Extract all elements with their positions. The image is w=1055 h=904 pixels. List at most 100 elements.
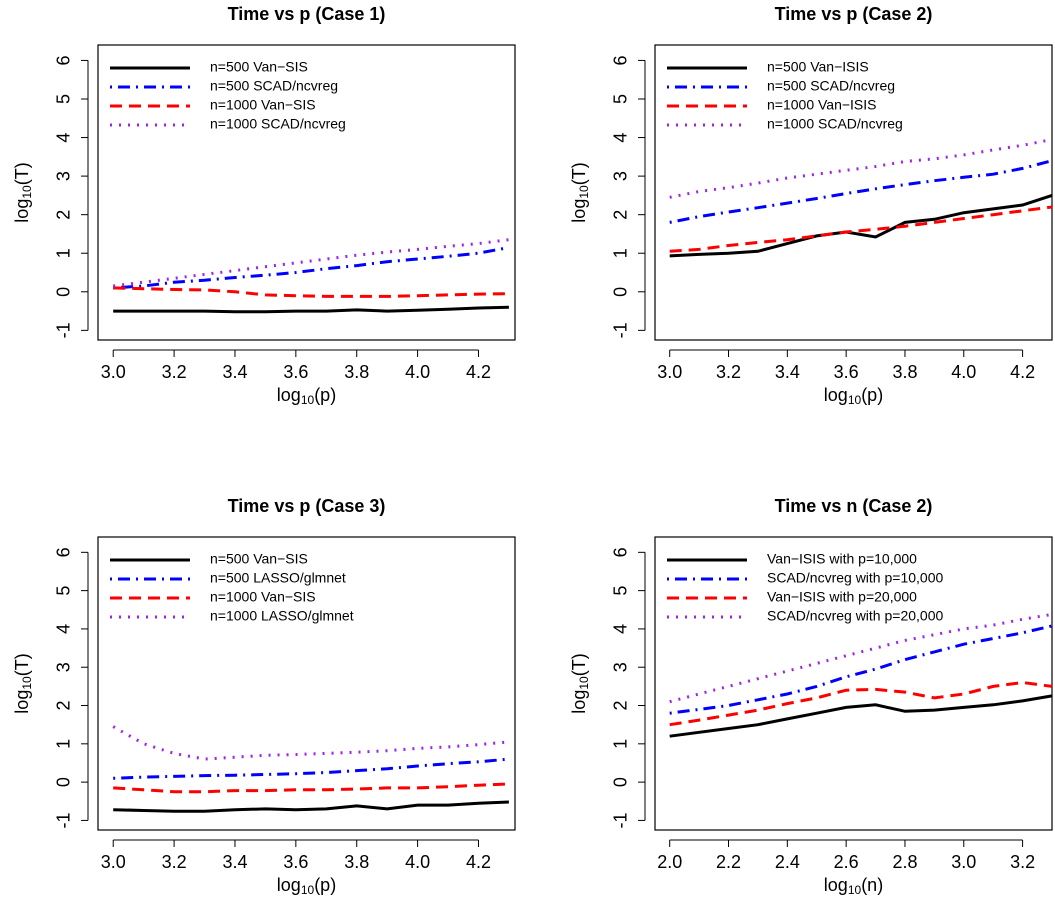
y-tick-label: 6: [54, 55, 74, 65]
x-tick-label: 2.6: [834, 852, 859, 872]
y-tick-label: 3: [611, 662, 631, 672]
y-axis-label: log10(T): [12, 653, 34, 713]
legend-label: n=500 Van−ISIS: [767, 59, 869, 75]
legend-label: n=500 Van−SIS: [210, 551, 308, 567]
y-tick-label: 5: [54, 94, 74, 104]
y-axis-label-sub: 10: [577, 185, 591, 199]
y-tick-label: 5: [611, 94, 631, 104]
legend-label: n=1000 LASSO/glmnet: [210, 608, 354, 624]
x-axis-label-arg: (p): [314, 875, 336, 895]
series-line: [113, 238, 510, 288]
chart-title: Time vs p (Case 3): [228, 496, 386, 516]
legend-label: n=1000 SCAD/ncvreg: [210, 116, 346, 132]
x-axis-label-arg: (p): [861, 385, 883, 405]
x-tick-label: 4.0: [951, 362, 976, 382]
legend-label: SCAD/ncvreg with p=10,000: [767, 570, 943, 586]
y-tick-label: 6: [54, 547, 74, 557]
x-tick-label: 2.4: [775, 852, 800, 872]
plot-box: [654, 536, 1053, 831]
series-line: [669, 680, 1053, 727]
legend-label: n=1000 SCAD/ncvreg: [767, 116, 903, 132]
x-axis-label-base: log: [277, 875, 301, 895]
x-tick-label: 2.8: [892, 852, 917, 872]
series-line: [669, 138, 1053, 199]
y-tick-label: -1: [611, 812, 631, 828]
y-axis-label-base: log: [12, 199, 32, 223]
y-tick-label: 1: [54, 248, 74, 258]
series-line: [112, 725, 510, 761]
x-axis-label-base: log: [824, 385, 848, 405]
x-axis-label-sub: 10: [848, 883, 862, 897]
chart-title: Time vs p (Case 2): [775, 4, 933, 24]
chart-title: Time vs n (Case 2): [775, 496, 933, 516]
series-line: [669, 205, 1053, 253]
x-axis-label-base: log: [277, 385, 301, 405]
x-tick-label: 3.2: [716, 362, 741, 382]
y-tick-label: 1: [611, 248, 631, 258]
x-axis-label: log10(p): [277, 385, 336, 407]
y-axis-label-sub: 10: [20, 676, 34, 690]
y-tick-label: 2: [54, 701, 74, 711]
x-tick-label: 3.2: [162, 362, 187, 382]
y-tick-label: 2: [54, 210, 74, 220]
y-axis-label: log10(T): [12, 162, 34, 222]
legend-label: n=500 SCAD/ncvreg: [767, 78, 895, 94]
x-axis-label: log10(n): [824, 875, 883, 897]
y-tick-label: 3: [54, 662, 74, 672]
x-axis-label-arg: (p): [314, 385, 336, 405]
y-tick-label: 1: [54, 739, 74, 749]
x-axis-label-sub: 10: [848, 393, 862, 407]
legend-label: Van−ISIS with p=10,000: [767, 551, 917, 567]
series-line: [669, 193, 1053, 258]
y-axis-label-base: log: [569, 690, 589, 714]
y-axis-label-sub: 10: [20, 185, 34, 199]
y-axis-label-base: log: [12, 690, 32, 714]
plot-box: [97, 536, 516, 831]
y-axis-label-sub: 10: [577, 676, 591, 690]
y-axis-label-arg: (T): [569, 653, 589, 676]
y-tick-label: 3: [611, 171, 631, 181]
x-tick-label: 3.6: [283, 852, 308, 872]
x-tick-label: 2.0: [657, 852, 682, 872]
x-axis-label-base: log: [824, 875, 848, 895]
x-axis-label-sub: 10: [301, 883, 315, 897]
legend-label: SCAD/ncvreg with p=20,000: [767, 608, 943, 624]
y-tick-label: 5: [54, 586, 74, 596]
y-tick-label: 3: [54, 171, 74, 181]
y-axis-label: log10(T): [569, 162, 591, 222]
y-tick-label: 4: [54, 624, 74, 634]
x-tick-label: 3.0: [951, 852, 976, 872]
y-tick-label: -1: [611, 322, 631, 338]
y-tick-label: -1: [54, 812, 74, 828]
x-tick-label: 3.0: [101, 852, 126, 872]
y-axis-label-arg: (T): [569, 162, 589, 185]
y-axis-label-base: log: [569, 199, 589, 223]
x-tick-label: 4.0: [405, 362, 430, 382]
legend-label: n=1000 Van−ISIS: [767, 97, 877, 113]
x-tick-label: 3.6: [283, 362, 308, 382]
y-tick-label: 0: [54, 777, 74, 787]
series-line: [113, 286, 509, 298]
y-tick-label: 4: [611, 133, 631, 143]
x-axis-label: log10(p): [277, 875, 336, 897]
x-tick-label: 3.0: [101, 362, 126, 382]
legend-label: n=500 Van−SIS: [210, 59, 308, 75]
x-tick-label: 4.2: [466, 852, 491, 872]
x-tick-label: 3.8: [344, 852, 369, 872]
y-tick-label: 4: [54, 133, 74, 143]
series-line: [113, 800, 509, 813]
x-tick-label: 4.2: [1010, 362, 1035, 382]
y-tick-label: 0: [611, 777, 631, 787]
x-tick-label: 4.0: [405, 852, 430, 872]
x-tick-label: 3.6: [834, 362, 859, 382]
y-tick-label: 6: [611, 547, 631, 557]
chart-title: Time vs p (Case 1): [228, 4, 386, 24]
y-tick-label: 2: [611, 210, 631, 220]
plot-box: [97, 44, 516, 341]
y-tick-label: 5: [611, 586, 631, 596]
x-tick-label: 3.4: [222, 852, 247, 872]
series-line: [113, 305, 509, 314]
x-axis-label-sub: 10: [301, 393, 315, 407]
series-line: [113, 246, 510, 290]
